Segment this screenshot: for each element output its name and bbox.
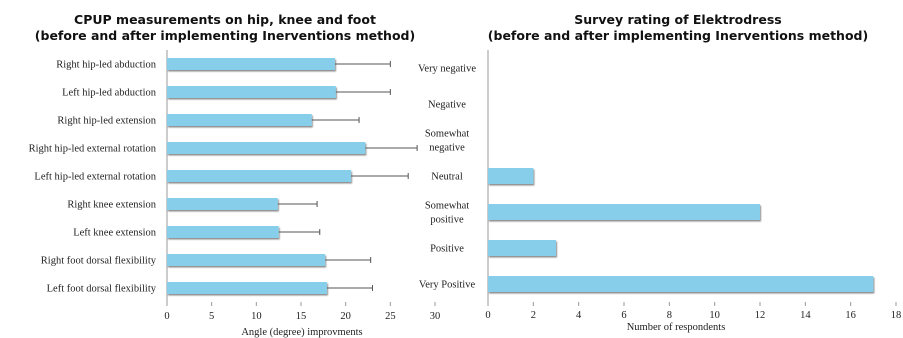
chart2-bar (488, 276, 874, 292)
chart1-error-bars (277, 61, 418, 291)
chart1-bars (167, 58, 366, 294)
chart2-bar (488, 204, 760, 220)
chart1-category-label: Right foot dorsal flexibility (41, 256, 157, 267)
chart2-category-label: negative (429, 143, 465, 154)
chart2-category-label: Very negative (418, 64, 476, 75)
chart1-bar (167, 86, 336, 98)
chart1-category-label: Right hip-led external rotation (29, 144, 157, 155)
chart2-tick-label: 6 (621, 310, 626, 321)
chart2-category-labels: Very negative Negative Somewhat negative Neu… (418, 64, 476, 291)
chart1-bar (167, 282, 327, 294)
chart1-category-label: Left foot dorsal flexibility (47, 284, 157, 295)
chart2-tick-label: 18 (891, 310, 902, 321)
chart1-title-line1: CPUP measurements on hip, knee and foot (74, 12, 376, 27)
survey-chart: Survey rating of Elektrodress (before an… (418, 12, 901, 333)
chart2-x-axis-label: Number of respondents (627, 322, 726, 333)
chart1-category-label: Right knee extension (67, 200, 156, 211)
chart2-category-label: Somewhat (425, 201, 469, 212)
chart1-bar (167, 58, 335, 70)
chart2-category-label: Very Positive (419, 280, 476, 291)
chart2-title-line2: (before and after implementing Inerventi… (488, 28, 868, 43)
chart1-bar (167, 198, 278, 210)
chart1-category-label: Right hip-led extension (57, 116, 156, 127)
chart2-bar (488, 240, 556, 256)
chart1-x-ticks: 0 5 10 15 20 25 30 (164, 302, 440, 322)
chart1-category-label: Left hip-led abduction (62, 88, 157, 99)
chart2-title-line1: Survey rating of Elektrodress (574, 12, 781, 27)
chart2-tick-label: 8 (667, 310, 672, 321)
chart1-x-axis-label: Angle (degree) improvments (241, 327, 362, 338)
chart1-bar (167, 142, 366, 154)
chart1-bar (167, 114, 312, 126)
chart2-tick-label: 0 (485, 310, 490, 321)
chart1-title-line2: (before and after implementing Inerventi… (35, 28, 415, 43)
chart2-category-label: Positive (430, 244, 464, 255)
chart2-tick-label: 12 (755, 310, 766, 321)
chart1-category-label: Left knee extension (73, 228, 157, 239)
chart1-tick-label: 5 (209, 311, 214, 322)
chart2-tick-label: 14 (800, 310, 811, 321)
chart2-x-ticks: 0 2 4 6 8 10 12 14 16 18 (485, 302, 901, 321)
chart1-category-label: Right hip-led abduction (56, 60, 156, 71)
chart1-tick-label: 0 (164, 311, 169, 322)
chart2-bar (488, 168, 534, 184)
chart2-tick-label: 16 (845, 310, 856, 321)
chart2-tick-label: 4 (576, 310, 582, 321)
chart1-category-label: Left hip-led external rotation (34, 172, 156, 183)
chart2-tick-label: 2 (531, 310, 536, 321)
chart1-tick-label: 20 (340, 311, 351, 322)
chart1-tick-label: 30 (430, 311, 441, 322)
chart1-tick-label: 25 (385, 311, 396, 322)
chart2-tick-label: 10 (709, 310, 720, 321)
chart1-bar (167, 170, 352, 182)
cpup-chart: CPUP measurements on hip, knee and foot … (29, 12, 441, 338)
chart1-tick-label: 10 (251, 311, 262, 322)
chart2-category-label: Somewhat (425, 129, 469, 140)
chart2-category-label: Neutral (431, 172, 463, 183)
chart1-tick-label: 15 (296, 311, 307, 322)
chart2-bars (488, 168, 874, 292)
chart2-category-label: positive (430, 215, 464, 226)
chart2-category-label: Negative (428, 100, 466, 111)
chart1-bar (167, 226, 279, 238)
chart1-category-labels: Right hip-led abduction Left hip-led abdu… (29, 60, 157, 295)
chart1-bar (167, 254, 326, 266)
